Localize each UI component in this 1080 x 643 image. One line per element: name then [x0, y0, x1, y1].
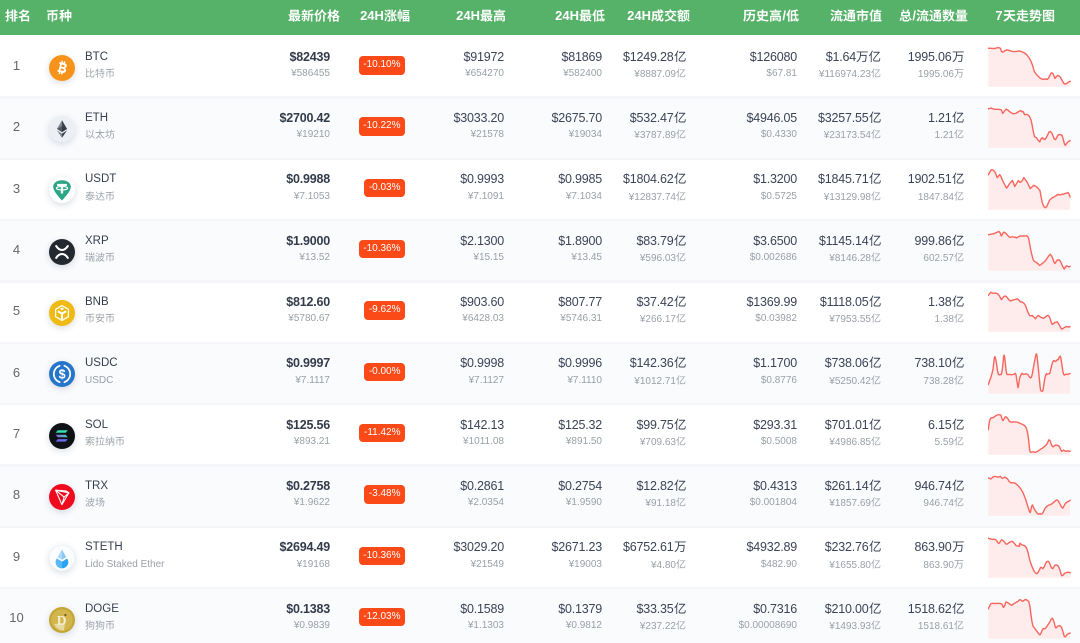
svg-text:$: $: [59, 368, 66, 382]
svg-text:D: D: [57, 613, 67, 628]
